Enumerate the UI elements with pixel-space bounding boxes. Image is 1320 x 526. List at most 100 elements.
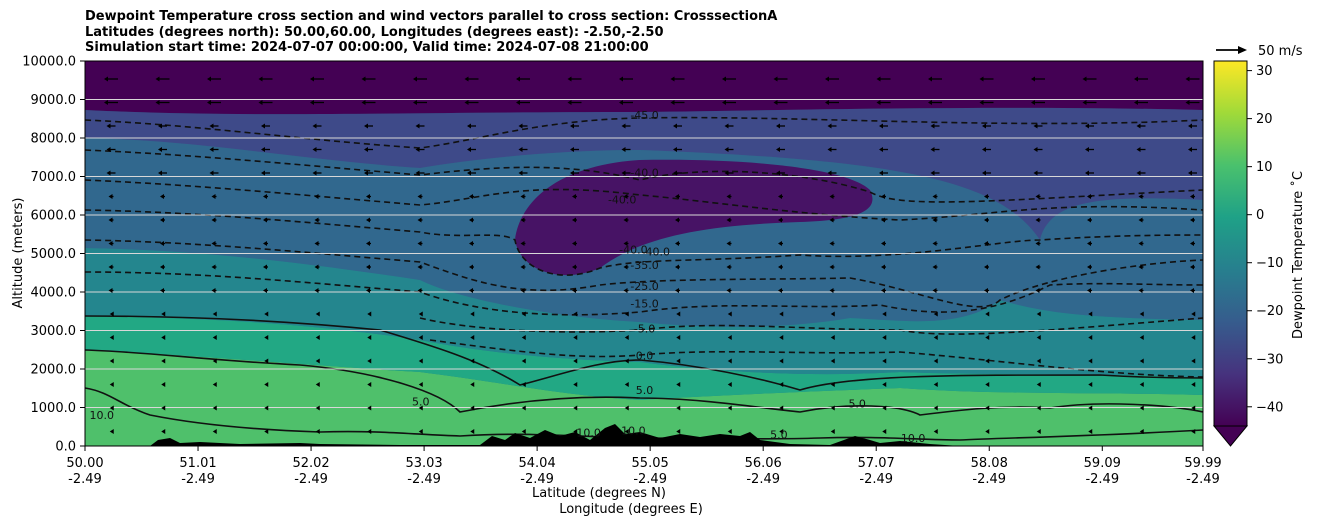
colorbar-label: Dewpoint Temperature ˚C <box>1290 171 1306 339</box>
wind-arrow <box>470 358 475 364</box>
y-tick-label: 8000.0 <box>31 132 77 147</box>
wind-arrow-head <box>367 335 372 340</box>
wind-arrow <box>724 170 734 176</box>
wind-arrow <box>882 358 887 364</box>
wind-arrow-head <box>469 264 473 270</box>
wind-arrow-head <box>521 311 526 317</box>
colorbar-tick-label: 10 <box>1256 160 1273 175</box>
contour-line <box>85 387 1203 441</box>
wind-arrow-head <box>624 358 629 364</box>
wind-arrow-head <box>155 100 160 105</box>
wind-arrow-head <box>1036 405 1041 411</box>
wind-arrow <box>722 76 736 82</box>
wind-arrow-head <box>1190 288 1194 293</box>
wind-arrow <box>1087 288 1092 293</box>
contour-line <box>85 271 1203 316</box>
contour-label: -45.0 <box>630 109 658 122</box>
wind-arrow <box>261 147 270 152</box>
wind-arrow <box>1088 311 1093 317</box>
wind-arrow <box>315 358 320 364</box>
wind-arrow <box>1190 264 1195 270</box>
wind-arrow <box>1035 264 1041 270</box>
wind-arrow-head <box>882 335 887 340</box>
wind-arrow <box>1088 429 1093 434</box>
wind-arrow-head <box>829 194 834 199</box>
wind-arrow-head <box>470 405 475 411</box>
wind-arrow-head <box>413 100 417 105</box>
wind-arrow-head <box>212 358 217 364</box>
wind-arrow-head <box>415 147 420 152</box>
wind-arrow-head <box>314 194 319 199</box>
wind-arrow <box>1087 194 1092 199</box>
wind-arrow <box>830 429 835 434</box>
wind-arrow <box>572 264 577 270</box>
wind-arrow-head <box>1088 311 1093 317</box>
wind-arrow <box>985 358 990 364</box>
wind-arrow-head <box>470 382 475 387</box>
wind-arrow <box>469 217 474 223</box>
wind-arrow <box>155 76 170 82</box>
wind-arrow <box>670 100 685 105</box>
wind-arrow <box>1139 429 1144 434</box>
wind-arrow <box>467 147 476 152</box>
wind-arrow <box>1082 76 1097 82</box>
wind-arrow <box>1088 382 1093 387</box>
wind-arrow <box>933 405 938 411</box>
wind-arrow-head <box>1139 358 1144 364</box>
wind-arrow <box>1088 405 1093 411</box>
wind-arrow-head <box>984 217 988 223</box>
wind-arrow <box>830 335 835 340</box>
wind-arrow-head <box>1035 217 1040 223</box>
wind-arrow-head <box>1138 217 1143 223</box>
contour-labels: -45.0-40.0-40.0-40.0-40.0-35.0-25.0-15.0… <box>90 109 926 445</box>
wind-arrow <box>933 382 938 387</box>
wind-arrow-head <box>109 335 114 340</box>
wind-arrow-head <box>520 264 525 270</box>
wind-arrow-head <box>827 147 832 152</box>
wind-arrow <box>778 194 783 199</box>
wind-arrow-head <box>109 405 114 411</box>
wind-arrow-head <box>1139 429 1144 434</box>
wind-arrow <box>932 241 938 246</box>
wind-arrow-head <box>467 170 471 176</box>
wind-arrow-head <box>573 335 578 340</box>
wind-arrow-head <box>1191 429 1196 434</box>
wind-arrow <box>109 358 114 364</box>
wind-arrow-head <box>1031 100 1035 105</box>
wind-arrow <box>776 123 785 129</box>
wind-arrow <box>882 429 887 434</box>
wind-arrow-head <box>207 76 211 82</box>
wind-arrow <box>212 405 217 411</box>
wind-arrow <box>727 335 732 340</box>
wind-arrow-head <box>264 311 269 317</box>
contour-label: -40.0 <box>619 244 647 257</box>
wind-arrow-head <box>676 405 681 411</box>
wind-arrow-head <box>366 264 370 270</box>
wind-arrow-head <box>160 194 164 199</box>
wind-arrow <box>1036 311 1041 317</box>
wind-arrow <box>1031 100 1045 105</box>
wind-arrow <box>675 264 680 270</box>
wind-arrow <box>727 405 732 411</box>
wind-arrow <box>1136 170 1146 176</box>
wind-arrow <box>724 147 734 152</box>
wind-arrow-head <box>933 382 938 387</box>
wind-arrow <box>314 288 320 293</box>
wind-arrow <box>727 382 732 387</box>
wind-arrow <box>1139 358 1144 364</box>
wind-arrow <box>520 217 526 223</box>
wind-arrow <box>619 100 633 105</box>
x-tick-label-lon: -2.49 <box>633 472 667 487</box>
wind-arrow <box>1191 311 1196 317</box>
wind-arrow-head <box>1087 217 1091 223</box>
wind-arrow-head <box>1136 170 1141 176</box>
wind-arrow-head <box>882 311 887 317</box>
wind-arrow-head <box>727 429 732 434</box>
wind-arrow-head <box>104 76 108 82</box>
wind-arrow <box>418 335 423 340</box>
wind-arrow <box>1191 405 1196 411</box>
wind-arrow-head <box>1036 335 1041 340</box>
contour-label: 5.0 <box>636 384 654 397</box>
wind-arrow-head <box>985 405 990 411</box>
x-tick-label-lat: 54.04 <box>519 456 556 471</box>
